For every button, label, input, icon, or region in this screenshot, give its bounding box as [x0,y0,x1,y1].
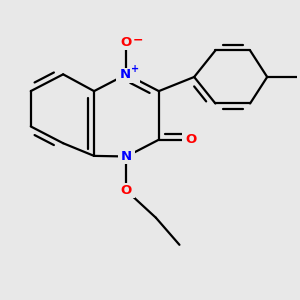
FancyBboxPatch shape [118,183,135,198]
Text: O: O [121,184,132,197]
Text: +: + [131,64,139,74]
Text: N: N [119,68,130,81]
Text: N: N [121,150,132,163]
Text: −: − [132,33,143,46]
Text: O: O [121,36,132,49]
FancyBboxPatch shape [118,149,135,164]
FancyBboxPatch shape [118,35,143,50]
FancyBboxPatch shape [182,132,200,147]
Text: O: O [186,133,197,146]
FancyBboxPatch shape [116,68,140,83]
